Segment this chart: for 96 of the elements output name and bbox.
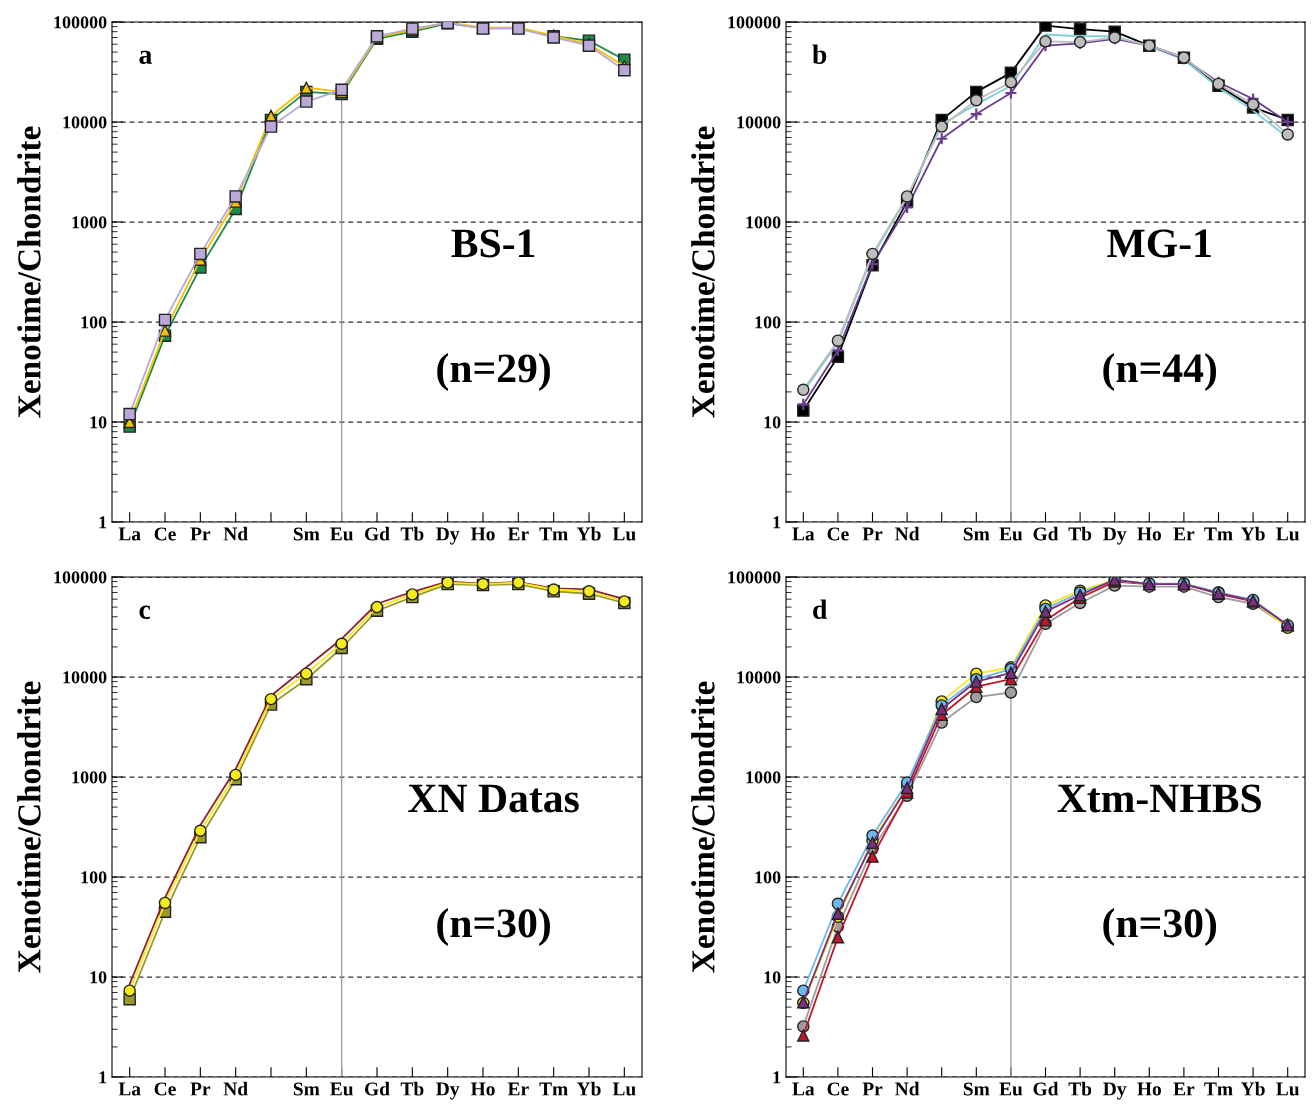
y-axis-title: Xenotime/Chondrite [17,126,41,418]
x-tick-label: Pr [862,527,883,541]
x-tick-label: Dy [1103,527,1127,545]
y-tick-label: 100 [81,316,107,329]
x-tick-label: Yb [1241,1081,1265,1096]
x-tick-label: Yb [576,1081,601,1096]
y-tick-label: 1 [773,1071,781,1084]
x-tick-label: La [792,527,815,541]
x-tick-label: Gd [364,1081,390,1096]
y-tick-label: 1000 [746,216,781,229]
annotation: (n=29) [437,353,550,391]
y-tick-label: 10 [90,971,107,984]
x-tick-label: Sm [293,527,320,541]
x-tick-label: Tm [539,527,568,541]
x-tick-label: Yb [576,526,601,541]
y-tick-label: 1000 [72,771,107,784]
y-tick-label: 1000 [72,216,107,229]
x-tick-label: Gd [1033,526,1059,541]
x-tick-label: Ho [470,527,495,541]
x-tick-label: Tm [1204,1082,1233,1096]
x-tick-label: Sm [293,1082,320,1096]
annotation: MG-1 [1107,229,1211,258]
x-tick-label: Tm [539,1082,568,1096]
x-tick-label: Pr [190,527,211,541]
x-tick-label: Gd [1033,1081,1059,1096]
x-tick-label: Ho [470,1082,495,1096]
annotation: XN Datas [408,784,579,813]
x-tick-label: Dy [436,527,460,545]
y-tick-label: 10000 [737,671,781,684]
y-axis-title: Xenotime/Chondrite [691,126,715,418]
x-tick-label: La [118,527,141,541]
x-tick-label: Lu [1276,527,1300,541]
x-tick-label: Gd [364,526,390,541]
x-tick-label: Tb [1068,526,1092,541]
y-axis-title: Xenotime/Chondrite [691,681,715,973]
y-tick-label: 100 [755,316,781,329]
x-tick-label: Nd [223,526,248,541]
y-tick-label: 100 [755,871,781,884]
x-tick-label: Tb [1068,1081,1092,1096]
x-tick-label: Eu [999,527,1023,541]
annotation: b [812,44,827,64]
x-tick-label: Dy [436,1082,460,1100]
annotation: c [139,605,151,619]
annotation: Xtm-NHBS [1057,784,1261,813]
y-tick-label: 10000 [737,116,781,129]
x-tick-label: Eu [999,1082,1023,1096]
x-tick-label: Ho [1137,527,1161,541]
annotation: (n=30) [1103,908,1217,946]
y-tick-label: 1 [99,1071,107,1084]
y-axis-title: Xenotime/Chondrite [17,681,41,973]
x-tick-label: Ce [827,527,849,541]
x-tick-label: Pr [862,1082,883,1096]
y-tick-label: 1 [99,516,107,529]
x-tick-label: Eu [330,527,354,541]
x-tick-label: Dy [1103,1082,1127,1100]
y-tick-label: 100000 [728,571,781,584]
x-tick-label: Tb [400,1081,424,1096]
annotation: (n=30) [437,908,550,946]
x-tick-label: Er [507,527,529,541]
x-tick-label: Tm [1204,527,1233,541]
x-tick-label: Eu [330,1082,354,1096]
x-tick-label: Pr [190,1082,211,1096]
x-tick-label: Ce [154,1082,176,1096]
annotation: (n=44) [1103,353,1217,391]
y-tick-label: 10 [90,416,107,429]
x-tick-label: Er [1173,527,1195,541]
x-tick-label: Lu [612,1082,636,1096]
x-tick-label: La [118,1082,141,1096]
x-tick-label: La [792,1082,815,1096]
y-tick-label: 10000 [63,116,107,129]
annotation: a [139,50,152,64]
x-tick-label: Lu [1276,1082,1300,1096]
x-tick-label: Nd [895,526,920,541]
y-tick-label: 100000 [54,16,107,29]
x-tick-label: Nd [895,1081,920,1096]
y-tick-label: 10000 [63,671,107,684]
x-tick-label: Nd [223,1081,248,1096]
x-tick-label: Ce [154,527,176,541]
y-tick-label: 100 [81,871,107,884]
y-tick-label: 10 [764,416,781,429]
annotation: BS-1 [451,229,535,258]
y-tick-label: 1 [773,516,781,529]
x-tick-label: Lu [612,527,636,541]
x-tick-label: Er [1173,1082,1195,1096]
x-tick-label: Ce [827,1082,849,1096]
x-tick-label: Tb [400,526,424,541]
x-tick-label: Er [507,1082,529,1096]
y-tick-label: 10 [764,971,781,984]
x-tick-label: Yb [1241,526,1265,541]
x-tick-label: Sm [963,1082,990,1096]
y-tick-label: 1000 [746,771,781,784]
annotation: d [813,599,828,619]
y-tick-label: 100000 [54,571,107,584]
y-tick-label: 100000 [728,16,781,29]
x-tick-label: Sm [963,527,990,541]
x-tick-label: Ho [1137,1082,1161,1096]
